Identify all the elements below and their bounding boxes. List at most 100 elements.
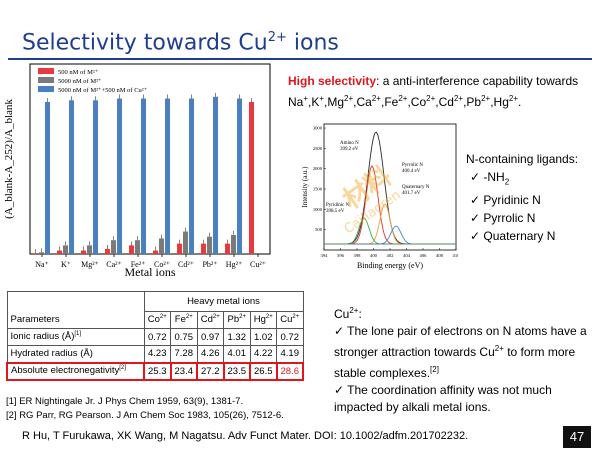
ion-item: ,Cd — [435, 95, 454, 109]
cu-notes: Cu2+: ✓ The lone pair of electrons on N … — [334, 302, 596, 416]
xps-y-tick-label: 1000 — [313, 207, 323, 212]
ion-item: ,Co — [407, 95, 427, 109]
table-row-label: Absolute electronegativity[2] — [6, 361, 145, 381]
ion-item: ,Fe — [380, 95, 399, 109]
xps-y-tick-label: 3000 — [313, 126, 323, 131]
xps-x-tick-label: 406 — [420, 253, 428, 258]
table-cell: 28.6 — [275, 361, 304, 381]
bar — [189, 98, 194, 254]
xps-y-axis-label: Intensity (a.u.) — [301, 166, 309, 208]
bar — [231, 235, 236, 254]
table-col-header: Co2+ — [143, 311, 171, 329]
bar — [153, 250, 158, 254]
y-axis-label: (A_blank-A_252)/A_blank — [3, 99, 15, 219]
ligand-item: ✓ Quaternary N — [470, 229, 556, 244]
ligand-list-title: N-containing ligands: — [466, 152, 579, 166]
table-col-header: Fe2+ — [170, 311, 198, 329]
legend-label: 5000 nM of M²⁺+500 nM of Cu²⁺ — [58, 87, 148, 94]
bar — [129, 245, 134, 254]
bar — [117, 98, 122, 254]
table-cell: 23.4 — [169, 361, 198, 381]
table-group-header: Heavy metal ions — [143, 291, 304, 312]
legend-label: 5000 nM of M²⁺ — [58, 78, 102, 85]
bar — [237, 98, 242, 254]
check-icon: ✓ — [470, 193, 484, 208]
table-row: Ionic radius (Å)[1] 0.72 0.75 0.97 1.32 1.02 0… — [6, 328, 304, 346]
high-selectivity-label: High selectivity — [288, 74, 377, 88]
bar — [63, 245, 68, 254]
table-cell: 26.5 — [249, 361, 278, 381]
ion-item: ,Ca — [353, 95, 372, 109]
ion-item: ,Mg — [324, 95, 345, 109]
xps-annotation: Pyridinic N — [326, 203, 350, 208]
bar — [39, 252, 44, 254]
check-icon: ✓ — [470, 229, 484, 244]
selectivity-bar-chart: Na⁺ K⁺ Mg²⁺ Ca²⁺ Fe²⁺ Co²⁺ Cd²⁺ Pb²⁺ Hg²⁺ Cu²⁺ Met… — [3, 63, 271, 279]
x-tick-label: K⁺ — [61, 260, 71, 269]
xps-frame — [323, 123, 457, 251]
selectivity-statement: High selectivity: a anti-interference ca… — [288, 73, 598, 111]
bar — [177, 243, 182, 254]
ion-item: ,Pb — [463, 95, 482, 109]
legend: 500 nM of M²⁺ 5000 nM of M²⁺ 5000 nM of M²… — [38, 68, 148, 94]
xps-annotation: 400.4 eV — [402, 169, 421, 174]
title-divider — [8, 58, 592, 60]
bar — [207, 236, 212, 254]
x-tick-label: Fe²⁺ — [131, 260, 146, 269]
bar — [111, 240, 116, 254]
ion-item: Na — [288, 95, 304, 109]
xps-x-tick-label: 408 — [436, 253, 444, 258]
xps-x-tick-label: 400 — [370, 253, 378, 258]
legend-swatch — [38, 86, 54, 92]
citation: R Hu, T Furukawa, XK Wang, M Nagatsu. Ad… — [22, 430, 469, 442]
xps-y-tick-label: 1500 — [313, 187, 323, 192]
ligand-item: ✓ -NH2 — [470, 170, 510, 187]
xps-annotation: Amino N — [340, 141, 359, 146]
table-cell: 25.3 — [143, 361, 172, 381]
xps-annotation: 401.7 eV — [402, 191, 421, 196]
check-icon: ✓ — [334, 324, 345, 338]
table-param-header: Parameters — [6, 311, 145, 329]
x-tick-label: Hg²⁺ — [226, 260, 242, 269]
table-cell: 0.97 — [196, 328, 224, 346]
table-cell: 4.23 — [143, 345, 171, 363]
table-cell: 0.75 — [170, 328, 198, 346]
table-cell: 4.01 — [223, 345, 251, 363]
x-tick-label: Mg²⁺ — [81, 260, 99, 269]
ion-item: ,Hg — [490, 95, 509, 109]
bar — [33, 253, 38, 254]
legend-swatch — [38, 68, 54, 74]
bar — [141, 98, 146, 254]
table-cell: 4.22 — [249, 345, 277, 363]
plot-frame — [29, 63, 271, 255]
table-row: Absolute electronegativity[2] 25.3 23.4 27.… — [6, 361, 304, 381]
page-number: 47 — [563, 426, 591, 448]
reference-1: [1] ER Nightingale Jr. J Phys Chem 1959,… — [6, 396, 244, 407]
table-row: Hydrated radius (Å) 4.23 7.28 4.26 4.01 4.22 4… — [6, 345, 304, 363]
bar — [45, 102, 50, 254]
bar — [57, 250, 62, 254]
legend-label: 500 nM of M²⁺ — [58, 69, 99, 76]
table-col-header: Hg2+ — [249, 311, 277, 329]
bar — [165, 98, 170, 254]
cu-note-1: ✓ The lone pair of electrons on N atoms … — [334, 324, 587, 380]
table-cell: 0.72 — [143, 328, 171, 346]
table-corner — [6, 291, 145, 312]
check-icon: ✓ — [470, 170, 484, 184]
xps-y-tick-label: 2500 — [313, 146, 323, 151]
selectivity-prefix: : a anti-interference capability towards — [376, 74, 579, 88]
bar — [81, 250, 86, 254]
ligand-item: ✓ Pyrrolic N — [470, 211, 536, 226]
table-row-label: Ionic radius (Å)[1] — [6, 328, 145, 346]
table-col-header: Cu2+ — [276, 311, 304, 329]
xps-annotation: 398.5 eV — [326, 209, 345, 214]
xps-annotation: Pyrrolic N — [402, 163, 423, 168]
table-cell: 1.32 — [223, 328, 251, 346]
xps-x-axis-label: Binding energy (eV) — [357, 261, 423, 270]
check-icon: ✓ — [334, 383, 345, 397]
bar — [213, 96, 218, 254]
table-cell: 4.26 — [196, 345, 224, 363]
table-col-header: Pb2+ — [223, 311, 251, 329]
reference-2: [2] RG Parr, RG Pearson. J Am Chem Soc 1… — [6, 410, 284, 421]
bar — [87, 245, 92, 254]
